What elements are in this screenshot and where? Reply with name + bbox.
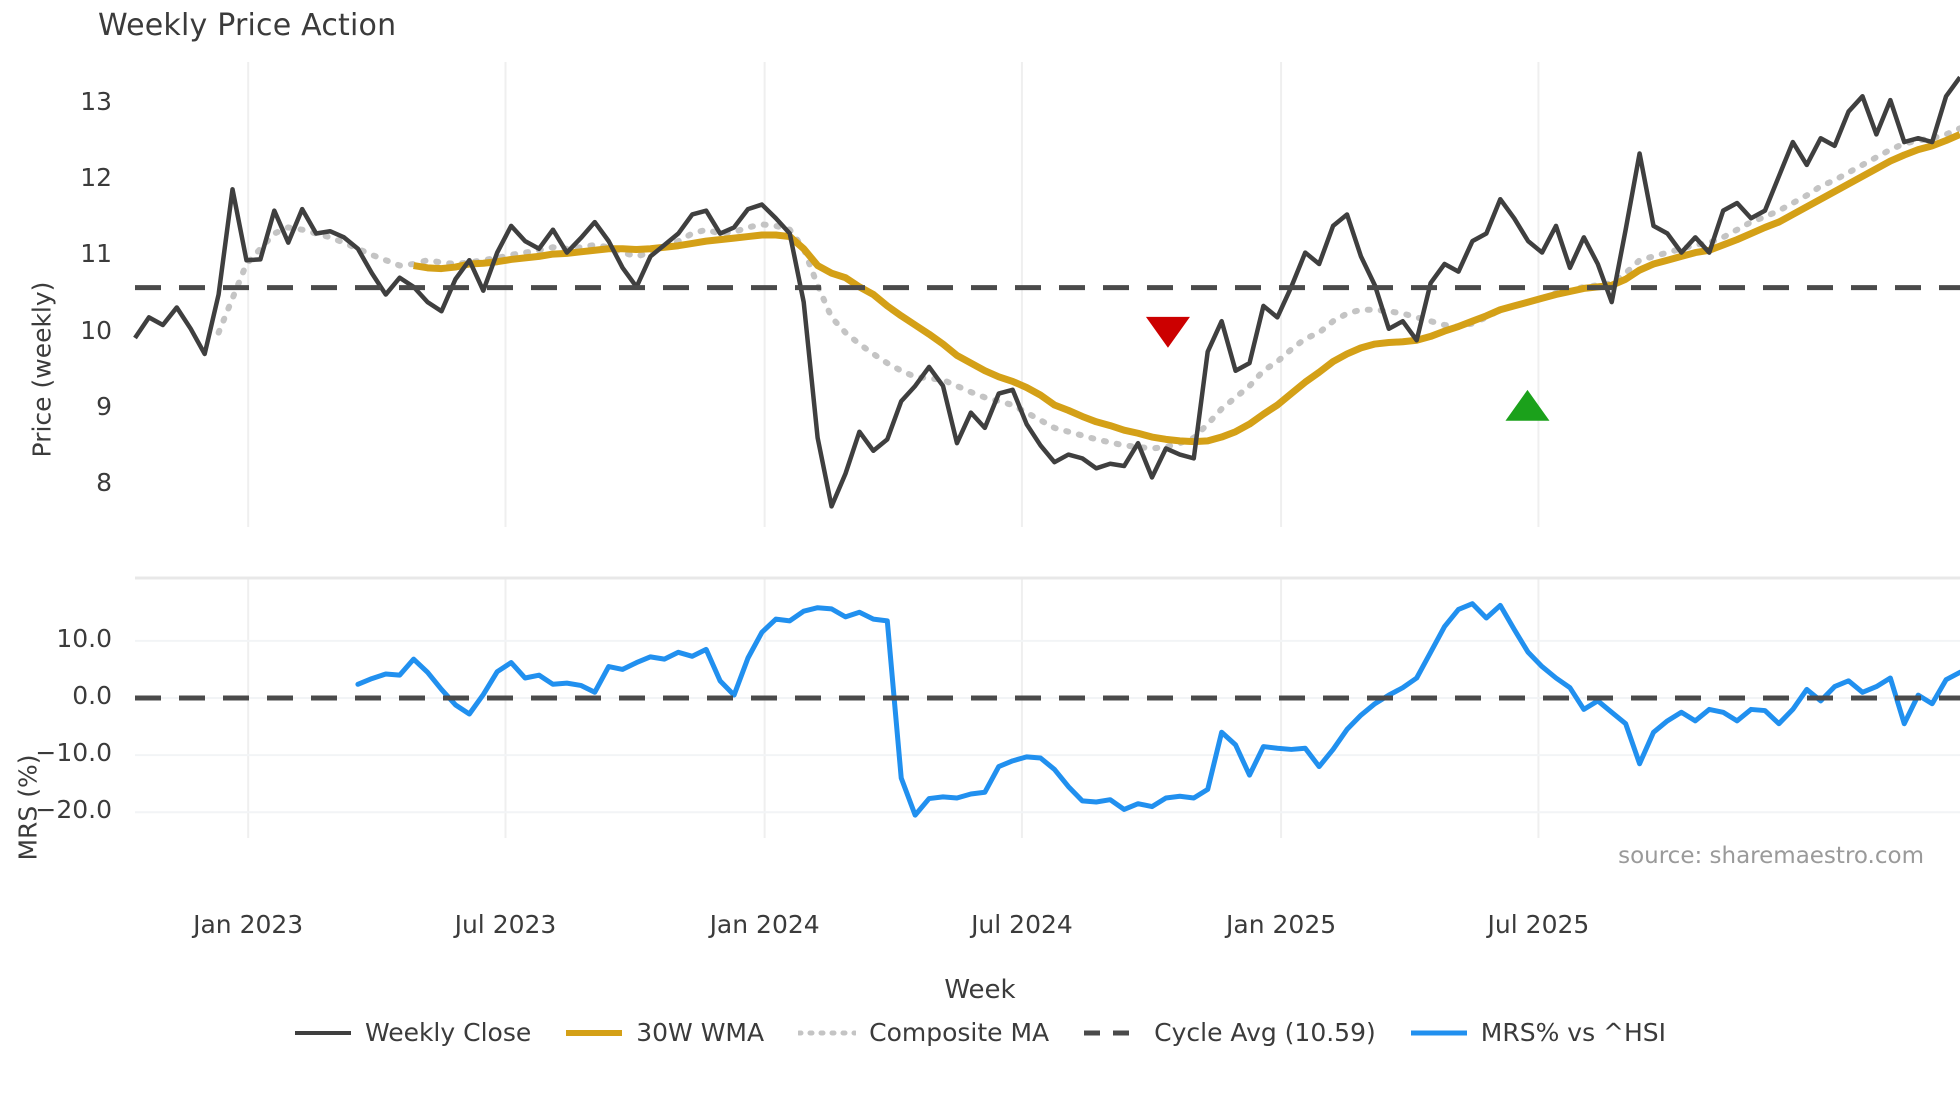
chart-legend: Weekly Close 30W WMA Composite MA Cycle Avg… [0, 1018, 1960, 1047]
mrs-ytick-10: 10.0 [56, 623, 112, 653]
xtick-jan-2025: Jan 2025 [1226, 910, 1337, 939]
xtick-jul-2024: Jul 2024 [971, 910, 1073, 939]
page-title: Weekly Price Action [98, 8, 397, 43]
source-watermark: source: sharemaestro.com [1618, 843, 1924, 869]
price-ytick-12: 12 [80, 163, 112, 193]
price-ytick-13: 13 [80, 86, 112, 116]
price-ytick-10: 10 [80, 315, 112, 345]
legend-label: Composite MA [869, 1018, 1050, 1047]
series-line-mrs [355, 601, 1960, 818]
legend-swatch-icon [1083, 1023, 1141, 1043]
legend-swatch-icon [294, 1023, 352, 1043]
legend-item-weekly-close[interactable]: Weekly Close [294, 1018, 531, 1047]
legend-swatch-icon [1410, 1023, 1468, 1043]
x-axis-label: Week [944, 975, 1016, 1005]
marker-sell-signal-icon [1145, 316, 1190, 348]
price-ytick-11: 11 [80, 239, 112, 269]
series-line-composite-ma [215, 125, 1960, 452]
xtick-jul-2025: Jul 2025 [1487, 910, 1590, 939]
xtick-jan-2023: Jan 2023 [193, 910, 304, 939]
price-ytick-8: 8 [96, 468, 112, 498]
price-ytick-9: 9 [96, 391, 112, 421]
legend-label: 30W WMA [636, 1018, 765, 1047]
mrs-ytick-0: 0.0 [72, 681, 112, 710]
legend-item-mrs-vs-hsi[interactable]: MRS% vs ^HSI [1410, 1018, 1666, 1047]
legend-item-composite-ma[interactable]: Composite MA [798, 1018, 1049, 1047]
legend-label: Weekly Close [364, 1018, 532, 1047]
series-line-weekly-close [133, 75, 1960, 509]
legend-label: Cycle Avg (10.59) [1154, 1018, 1376, 1047]
marker-buy-signal-icon [1505, 389, 1550, 421]
legend-label: MRS% vs ^HSI [1480, 1018, 1667, 1047]
legend-item-30w-wma[interactable]: 30W WMA [565, 1018, 764, 1047]
mrs-ytick-neg20: −20.0 [35, 795, 112, 825]
mrs-ytick-neg10: −10.0 [35, 738, 112, 768]
legend-swatch-icon [798, 1023, 857, 1043]
chart-plot-area [133, 62, 1960, 838]
legend-item-cycle-avg-10-59[interactable]: Cycle Avg (10.59) [1083, 1018, 1376, 1047]
xtick-jan-2024: Jan 2024 [709, 910, 820, 939]
series-line-30w-wma [413, 131, 1960, 446]
xtick-jul-2023: Jul 2023 [454, 910, 557, 939]
legend-swatch-icon [565, 1023, 623, 1043]
